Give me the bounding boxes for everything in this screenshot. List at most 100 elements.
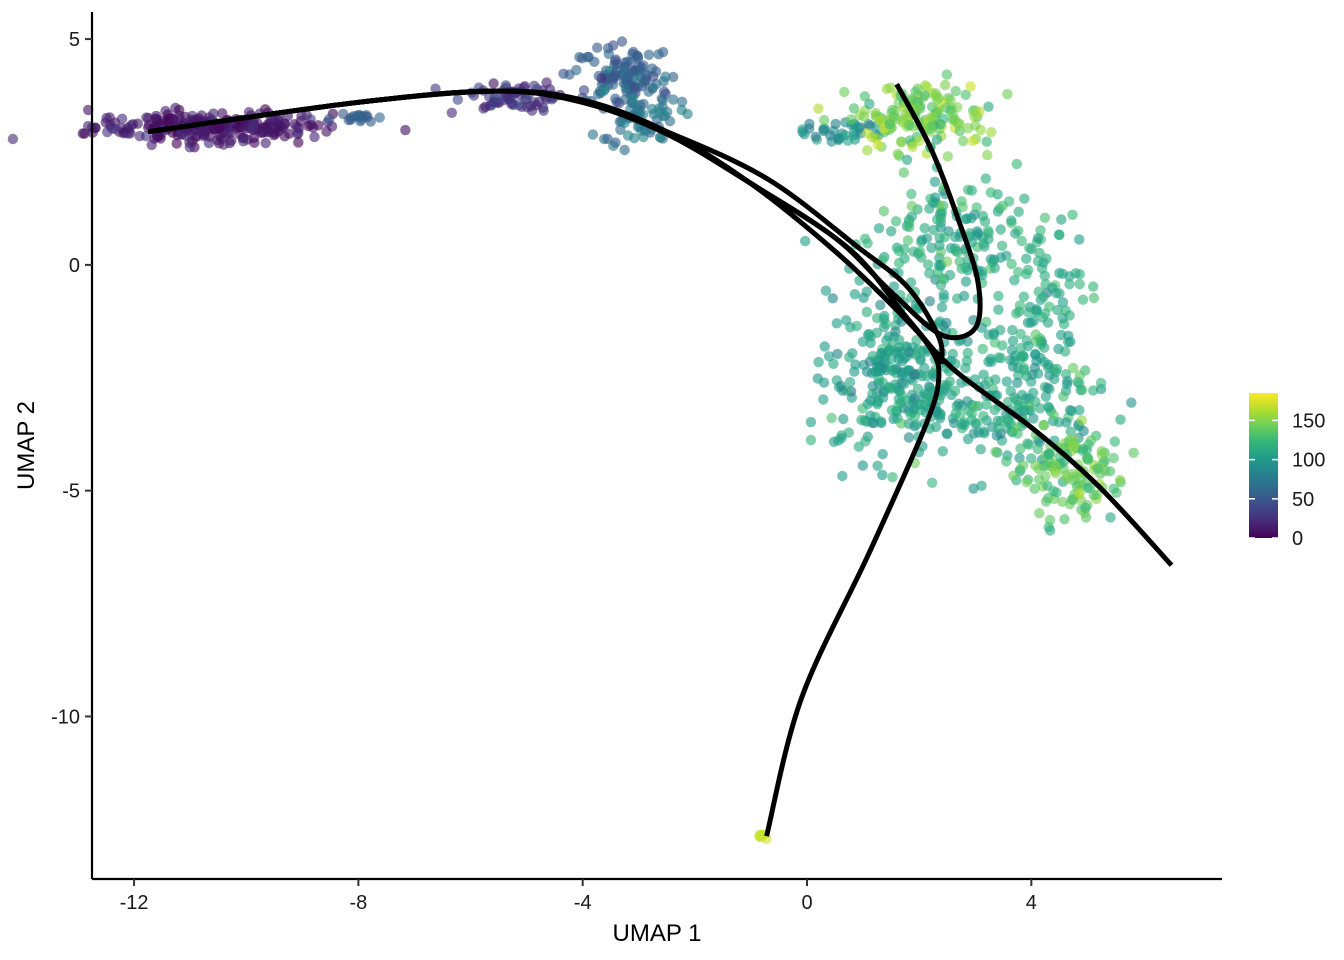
scatter-point bbox=[531, 100, 542, 111]
scatter-point bbox=[1065, 336, 1076, 347]
scatter-point bbox=[857, 460, 868, 471]
scatter-point bbox=[171, 138, 182, 149]
scatter-point bbox=[976, 266, 988, 277]
scatter-point bbox=[859, 91, 870, 102]
scatter-point bbox=[973, 427, 984, 438]
scatter-point bbox=[1039, 212, 1051, 223]
scatter-point bbox=[820, 285, 832, 296]
scatter-point bbox=[977, 343, 988, 355]
y-tick-label: -10 bbox=[51, 706, 80, 728]
scatter-point bbox=[1002, 88, 1013, 100]
scatter-point bbox=[400, 124, 411, 136]
scatter-point bbox=[945, 94, 956, 106]
scatter-point bbox=[899, 244, 910, 255]
scatter-point bbox=[1057, 496, 1068, 507]
scatter-point bbox=[480, 101, 491, 113]
scatter-point bbox=[583, 51, 594, 63]
scatter-point bbox=[887, 472, 898, 483]
scatter-point bbox=[643, 86, 654, 97]
scatter-point bbox=[1074, 234, 1085, 245]
scatter-point bbox=[1054, 288, 1065, 299]
scatter-point bbox=[985, 187, 997, 198]
scatter-point bbox=[978, 369, 989, 380]
scatter-point bbox=[970, 120, 981, 131]
y-axis-ticks: 5 0 -5 -10 bbox=[51, 29, 92, 728]
scatter-point bbox=[1067, 209, 1078, 220]
scatter-point bbox=[965, 81, 976, 92]
scatter-point bbox=[602, 43, 614, 54]
y-tick-label: 5 bbox=[69, 29, 80, 51]
scatter-point bbox=[1088, 281, 1099, 292]
scatter-point bbox=[877, 469, 888, 481]
scatter-point bbox=[1051, 487, 1062, 498]
scatter-point bbox=[932, 106, 944, 117]
scatter-point bbox=[862, 145, 873, 156]
scatter-point bbox=[1128, 447, 1139, 458]
x-tick-label: -12 bbox=[120, 892, 149, 914]
scatter-point bbox=[896, 418, 907, 429]
scatter-point bbox=[873, 223, 885, 234]
scatter-point bbox=[622, 56, 633, 67]
scatter-point bbox=[676, 104, 687, 116]
scatter-point bbox=[864, 98, 875, 110]
scatter-point bbox=[1080, 512, 1092, 523]
scatter-point bbox=[260, 137, 271, 149]
scatter-point bbox=[610, 69, 621, 80]
scatter-point bbox=[313, 120, 324, 131]
scatter-point bbox=[975, 444, 986, 455]
scatter-point bbox=[968, 483, 979, 494]
scatter-point bbox=[174, 104, 185, 116]
scatter-point bbox=[134, 130, 145, 142]
scatter-point bbox=[216, 133, 227, 144]
scatter-point bbox=[825, 130, 836, 141]
scatter-point bbox=[1025, 317, 1037, 328]
scatter-point bbox=[430, 83, 441, 94]
scatter-point bbox=[861, 306, 873, 318]
scatter-point bbox=[978, 410, 989, 422]
scatter-point bbox=[871, 361, 883, 373]
scatter-point bbox=[930, 88, 941, 99]
scatter-point bbox=[1042, 382, 1054, 394]
scatter-point bbox=[1052, 304, 1063, 316]
scatter-point bbox=[1021, 476, 1032, 488]
scatter-point bbox=[1088, 490, 1100, 501]
scatter-point bbox=[1035, 352, 1046, 364]
scatter-point bbox=[1064, 405, 1076, 416]
scatter-point bbox=[374, 112, 385, 123]
scatter-point bbox=[1056, 214, 1067, 225]
scatter-points bbox=[7, 36, 1139, 845]
scatter-point bbox=[538, 105, 549, 116]
scatter-point bbox=[903, 432, 915, 443]
scatter-point bbox=[839, 86, 850, 98]
scatter-point bbox=[830, 118, 841, 130]
scatter-point bbox=[970, 418, 981, 429]
scatter-point bbox=[309, 131, 320, 143]
scatter-point bbox=[1108, 452, 1119, 464]
scatter-point bbox=[865, 337, 876, 349]
scatter-point bbox=[810, 131, 821, 142]
scatter-point bbox=[541, 77, 552, 88]
scatter-point bbox=[83, 104, 94, 116]
scatter-point bbox=[986, 127, 997, 138]
scatter-point bbox=[872, 460, 883, 471]
scatter-point bbox=[622, 71, 633, 83]
scatter-point bbox=[927, 477, 938, 488]
scatter-point bbox=[273, 120, 284, 131]
scatter-point bbox=[1061, 417, 1072, 428]
scatter-point bbox=[813, 356, 824, 368]
scatter-point bbox=[860, 436, 871, 447]
scatter-point bbox=[100, 117, 112, 128]
scatter-point bbox=[930, 192, 941, 203]
scatter-point bbox=[1038, 291, 1049, 302]
scatter-point bbox=[923, 259, 934, 270]
scatter-point bbox=[910, 86, 921, 98]
scatter-point bbox=[571, 64, 582, 76]
scatter-point bbox=[1092, 463, 1103, 474]
scatter-point bbox=[982, 225, 994, 236]
scatter-point bbox=[660, 71, 671, 82]
scatter-point bbox=[884, 382, 896, 393]
scatter-point bbox=[1001, 456, 1012, 467]
scatter-point bbox=[865, 395, 876, 406]
scatter-point bbox=[301, 110, 312, 121]
scatter-point bbox=[897, 355, 908, 367]
